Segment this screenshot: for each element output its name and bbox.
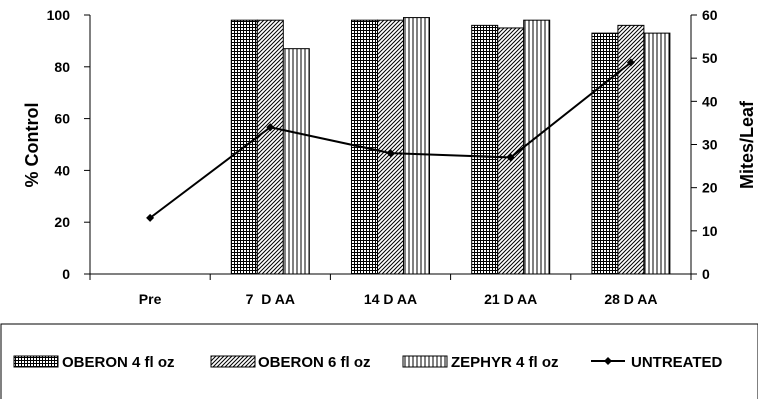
x-tick-label: 14 D AA [364, 291, 417, 307]
untreated-point-pre [146, 213, 155, 222]
right-tick-label: 40 [702, 93, 718, 109]
bar-oberon-4-fl-oz-21-d-aa [471, 24, 499, 275]
bar-oberon-6-fl-oz-7-d-aa [256, 19, 284, 275]
legend-label-oberon-4: OBERON 4 fl oz [62, 354, 175, 371]
y-axis-title: % Control [22, 103, 42, 188]
right-tick-label: 0 [702, 266, 710, 282]
legend: OBERON 4 fl oz OBERON 6 fl oz ZEPHYR 4 f… [0, 323, 758, 399]
right-axis-ticks: 0 10 20 30 40 50 60 [691, 7, 718, 282]
bar-zephyr-4-fl-oz-21-d-aa [523, 19, 551, 275]
legend-label-zephyr-4: ZEPHYR 4 fl oz [451, 354, 559, 371]
left-axis-ticks: 0 20 40 60 80 100 [47, 7, 90, 282]
legend-box [0, 323, 758, 399]
left-tick-label: 80 [54, 59, 70, 75]
left-tick-label: 20 [54, 214, 70, 230]
legend-swatch-oberon-6 [210, 355, 256, 368]
legend-item-zephyr-4: ZEPHYR 4 fl oz [402, 354, 559, 371]
untreated-point-21-d-aa [506, 153, 515, 162]
bar-series [230, 17, 671, 275]
left-tick-label: 60 [54, 111, 70, 127]
x-tick-label: 21 D AA [484, 291, 537, 307]
x-axis-ticks: Pre 7 D AA 14 D AA 21 D AA 28 D AA [89, 274, 692, 307]
y2-axis-title: Mites/Leaf [737, 100, 757, 189]
left-tick-label: 0 [62, 266, 70, 282]
legend-item-oberon-4: OBERON 4 fl oz [13, 354, 175, 371]
bar-oberon-4-fl-oz-28-d-aa [591, 32, 619, 275]
legend-swatch-oberon-4 [13, 355, 59, 368]
right-tick-label: 30 [702, 137, 718, 153]
legend-item-untreated: UNTREATED [591, 354, 723, 371]
bar-zephyr-4-fl-oz-14-d-aa [403, 17, 430, 275]
x-tick-label: 7 D AA [246, 291, 295, 307]
right-tick-label: 50 [702, 50, 718, 66]
bar-oberon-4-fl-oz-14-d-aa [351, 19, 378, 275]
right-tick-label: 60 [702, 7, 718, 23]
left-tick-label: 40 [54, 162, 70, 178]
legend-item-oberon-6: OBERON 6 fl oz [210, 354, 371, 371]
untreated-point-28-d-aa [626, 58, 635, 67]
untreated-point-7-d-aa [266, 123, 275, 132]
bar-zephyr-4-fl-oz-7-d-aa [282, 48, 310, 275]
right-tick-label: 10 [702, 223, 718, 239]
untreated-point-14-d-aa [386, 149, 395, 158]
right-tick-label: 20 [702, 180, 718, 196]
legend-label-oberon-6: OBERON 6 fl oz [258, 354, 371, 371]
legend-label-untreated: UNTREATED [631, 354, 723, 371]
bar-oberon-6-fl-oz-28-d-aa [617, 24, 645, 275]
bar-oberon-6-fl-oz-14-d-aa [377, 19, 404, 275]
x-tick-label: Pre [139, 291, 162, 307]
legend-marker-untreated [604, 357, 612, 365]
legend-swatch-zephyr-4 [402, 355, 448, 368]
bar-zephyr-4-fl-oz-28-d-aa [643, 32, 671, 275]
left-tick-label: 100 [47, 7, 71, 23]
x-tick-label: 28 D AA [604, 291, 657, 307]
untreated-line-series [146, 58, 635, 222]
